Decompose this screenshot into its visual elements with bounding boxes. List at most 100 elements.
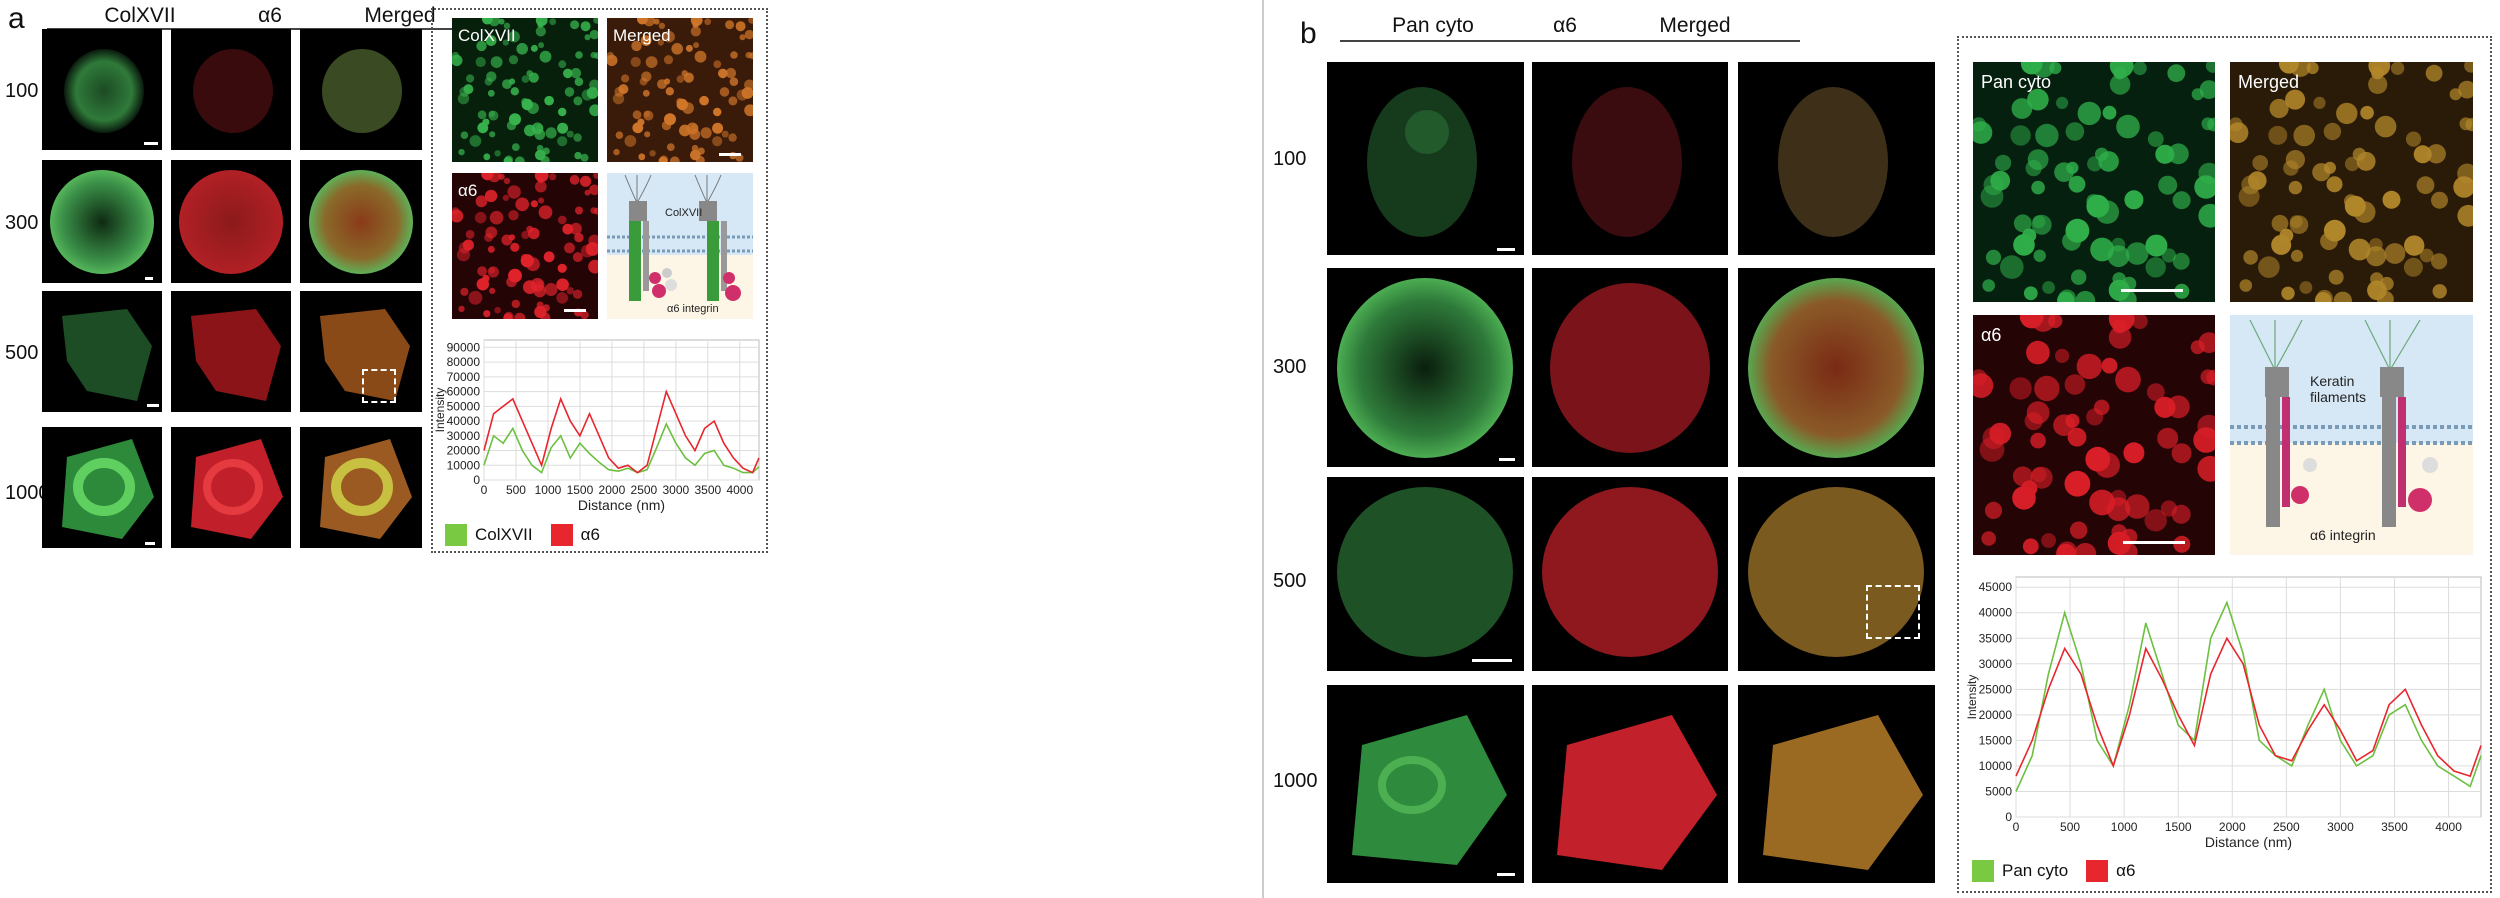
y-axis-title: Intensity	[1965, 675, 1979, 720]
puncta-dot	[721, 130, 729, 138]
puncta-dot	[2023, 286, 2038, 301]
puncta-dot	[580, 175, 592, 187]
puncta-dot	[570, 67, 582, 79]
puncta-dot	[730, 51, 738, 59]
puncta-dot	[683, 72, 694, 83]
puncta-dot	[2279, 228, 2294, 243]
puncta-dot	[558, 107, 567, 117]
puncta-dot	[2094, 452, 2120, 478]
puncta-dot	[2074, 542, 2097, 555]
diagram-label-integrin: α6 integrin	[667, 303, 719, 315]
puncta-dot	[2390, 62, 2405, 75]
puncta-dot	[653, 18, 660, 25]
puncta-dot	[569, 222, 582, 235]
puncta-dot	[569, 174, 580, 185]
micrograph-a-r3-merged	[300, 291, 422, 412]
panel-b-row1-label: 100	[1273, 148, 1307, 170]
puncta-dot	[2313, 96, 2326, 109]
puncta-dot	[2465, 118, 2473, 132]
puncta-dot	[521, 98, 529, 105]
micrograph-a-r1-green	[42, 29, 162, 150]
puncta-dot	[528, 72, 539, 83]
y-tick-label: 35000	[1979, 631, 2013, 645]
diagram-label-protein: ColXVII	[665, 207, 703, 219]
puncta-dot	[557, 263, 567, 273]
puncta-dot	[2197, 414, 2215, 439]
puncta-dot	[2432, 284, 2447, 299]
puncta-dot	[2145, 257, 2166, 278]
micrograph-a-r3-red	[171, 291, 291, 412]
puncta-dot	[665, 87, 674, 96]
puncta-dot	[2405, 131, 2422, 147]
y-tick-label: 30000	[447, 429, 481, 443]
x-axis-title: Distance (nm)	[2205, 834, 2292, 850]
puncta-dot	[2090, 237, 2114, 262]
puncta-dot	[573, 96, 583, 106]
micrograph-b-r4-red	[1532, 685, 1728, 883]
y-tick-label: 20000	[447, 444, 481, 458]
x-tick-label: 3500	[2381, 820, 2408, 834]
puncta-dot	[2145, 234, 2168, 257]
scale-bar	[1472, 659, 1512, 662]
y-tick-label: 80000	[447, 355, 481, 369]
puncta-dot	[2031, 467, 2047, 483]
puncta-dot	[502, 39, 509, 46]
puncta-dot	[728, 96, 738, 106]
panel-a-row1-label: 100	[5, 80, 39, 102]
puncta-dot	[712, 136, 723, 147]
puncta-dot	[2360, 105, 2374, 120]
puncta-dot	[580, 21, 591, 32]
panel-a-col3-header: Merged	[364, 4, 436, 27]
puncta-dot	[2109, 74, 2131, 95]
puncta-dot	[2243, 250, 2258, 265]
puncta-dot	[2457, 204, 2473, 227]
x-tick-label: 2500	[631, 483, 658, 497]
puncta-dot	[2122, 276, 2137, 291]
puncta-dot	[458, 148, 465, 156]
puncta-dot	[488, 266, 496, 274]
puncta-dot	[489, 131, 496, 138]
puncta-dot	[2173, 535, 2191, 553]
puncta-dot	[2071, 269, 2087, 285]
micrograph-a-r4-merged	[300, 427, 422, 548]
puncta-dot	[574, 77, 584, 86]
puncta-dot	[2124, 494, 2150, 519]
y-tick-label: 20000	[1979, 708, 2013, 722]
x-tick-label: 1500	[567, 483, 594, 497]
legend-label: Pan cyto	[2002, 861, 2069, 880]
y-tick-label: 0	[473, 473, 480, 487]
puncta-dot	[511, 143, 520, 151]
puncta-dot	[544, 95, 554, 106]
puncta-dot	[739, 34, 746, 41]
scale-bar	[1497, 248, 1515, 251]
puncta-dot	[2206, 369, 2215, 386]
puncta-dot	[580, 244, 594, 258]
micrograph-b-r1-merged	[1738, 62, 1935, 255]
puncta-dot	[643, 110, 650, 118]
puncta-dot	[489, 287, 496, 294]
micrograph-a-r1-merged	[300, 29, 422, 150]
puncta-dot	[2070, 521, 2088, 539]
puncta-dot	[2009, 377, 2032, 400]
puncta-dot	[2281, 286, 2295, 300]
panel-b-col3-header: Merged	[1659, 14, 1731, 37]
puncta-dot	[2404, 235, 2425, 256]
puncta-dot	[476, 40, 487, 52]
puncta-dot	[2426, 144, 2446, 164]
puncta-dot	[584, 34, 591, 41]
micrograph-b-r2-merged	[1738, 268, 1935, 467]
x-axis-title: Distance (nm)	[578, 497, 665, 513]
puncta-dot	[483, 153, 491, 161]
panel-divider	[1262, 0, 1264, 898]
puncta-dot	[2075, 290, 2096, 302]
puncta-dot	[462, 239, 474, 251]
puncta-dot	[2413, 145, 2432, 164]
scale-bar	[719, 153, 741, 156]
puncta-dot	[744, 104, 753, 117]
puncta-dot	[2086, 194, 2101, 209]
puncta-dot	[503, 156, 513, 162]
panel-b-col2-header: α6	[1553, 14, 1577, 37]
puncta-dot	[475, 195, 488, 208]
puncta-dot	[2288, 180, 2303, 195]
puncta-dot	[488, 110, 495, 118]
